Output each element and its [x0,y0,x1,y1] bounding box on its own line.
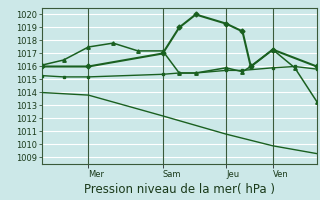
X-axis label: Pression niveau de la mer( hPa ): Pression niveau de la mer( hPa ) [84,183,275,196]
